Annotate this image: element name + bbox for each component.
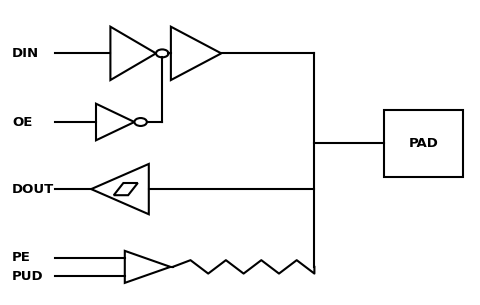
Text: PUD: PUD (12, 270, 44, 282)
Circle shape (134, 118, 147, 126)
Circle shape (156, 49, 168, 57)
Text: DIN: DIN (12, 47, 39, 60)
Text: DOUT: DOUT (12, 183, 54, 196)
Bar (384, 110, 463, 177)
Text: PAD: PAD (408, 137, 439, 150)
Text: PE: PE (12, 251, 31, 264)
Text: OE: OE (12, 116, 32, 128)
